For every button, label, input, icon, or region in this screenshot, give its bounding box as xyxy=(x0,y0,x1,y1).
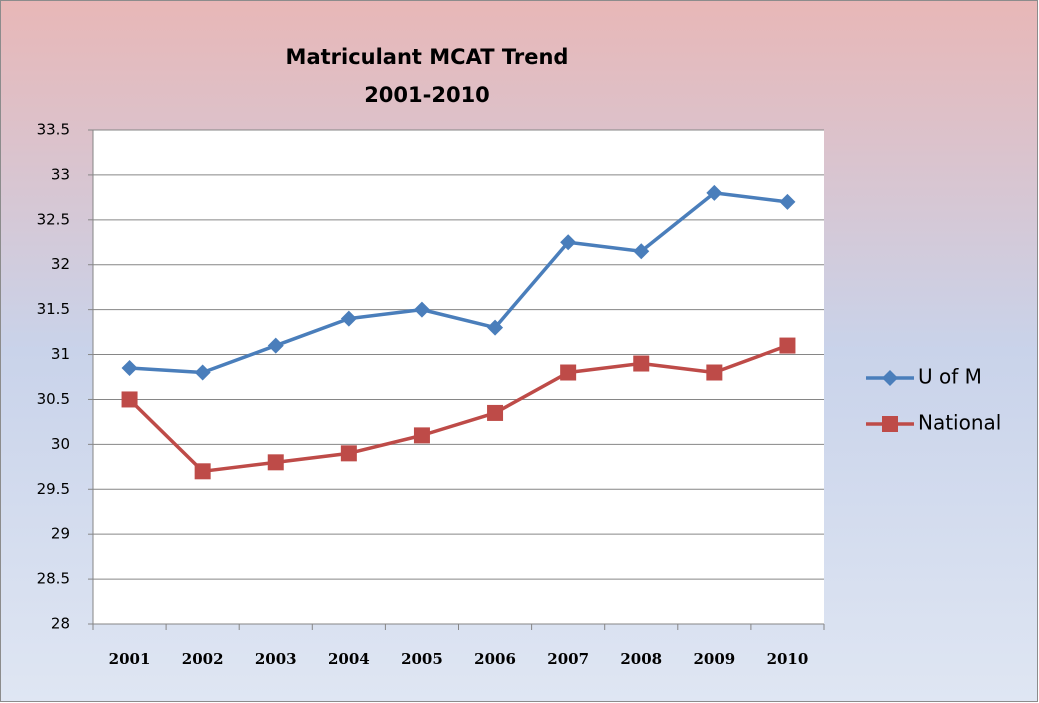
y-tick-label: 29 xyxy=(51,525,70,543)
y-tick-label: 30 xyxy=(51,435,70,453)
data-point xyxy=(779,337,796,354)
data-point xyxy=(267,337,284,354)
x-tick-label: 2006 xyxy=(474,650,516,668)
data-point xyxy=(706,184,723,201)
data-point xyxy=(413,427,430,444)
x-tick-label: 2007 xyxy=(547,650,589,668)
y-tick-label: 32.5 xyxy=(37,210,70,228)
legend-marker xyxy=(882,416,898,432)
data-point xyxy=(633,243,650,260)
x-tick-label: 2001 xyxy=(109,650,151,668)
data-point xyxy=(194,364,211,381)
data-point xyxy=(706,364,723,381)
chart-title: Matriculant MCAT Trend xyxy=(286,45,569,69)
data-point xyxy=(413,301,430,318)
x-tick-label: 2002 xyxy=(182,650,224,668)
y-tick-label: 33.5 xyxy=(37,121,70,139)
y-tick-label: 28.5 xyxy=(37,570,70,588)
data-point xyxy=(340,310,357,327)
series-line xyxy=(128,343,789,474)
data-point xyxy=(194,463,211,480)
series-line xyxy=(129,191,788,375)
y-tick-label: 33 xyxy=(51,165,70,183)
data-point xyxy=(267,454,284,471)
data-point xyxy=(487,319,504,336)
data-point xyxy=(779,193,796,210)
data-point xyxy=(121,360,138,377)
x-tick-label: 2008 xyxy=(620,650,662,668)
data-point xyxy=(560,234,577,251)
y-tick-label: 28 xyxy=(51,615,70,633)
x-tick-label: 2004 xyxy=(328,650,370,668)
chart-subtitle: 2001-2010 xyxy=(364,83,490,107)
plot-area xyxy=(93,130,824,624)
legend-label: U of M xyxy=(918,365,982,389)
x-tick-label: 2003 xyxy=(255,650,297,668)
y-tick-label: 32 xyxy=(51,255,70,273)
data-point xyxy=(121,391,138,408)
x-tick-label: 2009 xyxy=(693,650,735,668)
x-tick-label: 2010 xyxy=(767,650,809,668)
data-point xyxy=(633,355,650,372)
legend-marker xyxy=(882,370,898,386)
data-point xyxy=(487,404,504,421)
y-tick-label: 30.5 xyxy=(37,390,70,408)
data-point xyxy=(340,445,357,462)
x-tick-label: 2005 xyxy=(401,650,443,668)
y-tick-label: 31.5 xyxy=(37,300,70,318)
data-point xyxy=(560,364,577,381)
y-tick-label: 31 xyxy=(51,345,70,363)
y-tick-label: 29.5 xyxy=(37,480,70,498)
legend-label: National xyxy=(918,411,1001,435)
